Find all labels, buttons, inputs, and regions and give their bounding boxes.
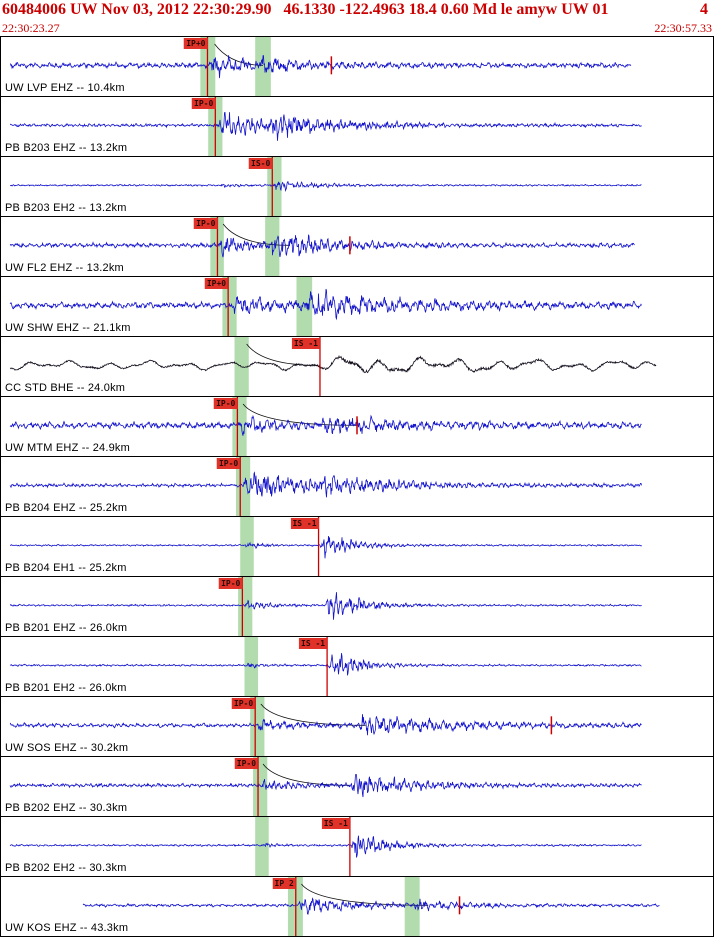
waveform[interactable] — [1, 157, 713, 216]
waveform[interactable] — [1, 817, 713, 876]
trace-panel[interactable]: IP-0 PB B202 EHZ -- 30.3km — [1, 757, 713, 817]
pick-flag[interactable]: IP-0 — [216, 458, 241, 469]
waveform[interactable] — [1, 577, 713, 636]
pick-flag[interactable]: IP-0 — [234, 758, 259, 769]
trace-panel[interactable]: IP+0 UW SHW EHZ -- 21.1km — [1, 277, 713, 337]
trace-label: PB B201 EHZ -- 26.0km — [5, 622, 128, 634]
waveform[interactable] — [1, 877, 713, 936]
trace-label: CC STD BHE -- 24.0km — [5, 382, 126, 394]
trace-panel[interactable]: IS -1 PB B202 EH2 -- 30.3km — [1, 817, 713, 877]
trace-panel[interactable]: IP-0 UW MTM EHZ -- 24.9km — [1, 397, 713, 457]
trace-panel[interactable]: IS -1 PB B204 EH1 -- 25.2km — [1, 517, 713, 577]
page-indicator: 4 — [700, 1, 708, 18]
waveform[interactable] — [1, 517, 713, 576]
window-end-time: 22:30:57.33 — [654, 21, 712, 35]
trace-panel[interactable]: IP 2 UW KOS EHZ -- 43.3km — [1, 877, 713, 937]
waveform[interactable] — [1, 37, 713, 96]
trace-panel[interactable]: IP-0 PB B204 EHZ -- 25.2km — [1, 457, 713, 517]
trace-label: UW LVP EHZ -- 10.4km — [5, 82, 125, 94]
pick-flag[interactable]: IP-0 — [219, 578, 243, 589]
event-summary: 60484006 UW Nov 03, 2012 22:30:29.90 46.… — [2, 1, 609, 18]
trace-label: UW SHW EHZ -- 21.1km — [5, 322, 131, 334]
trace-label: PB B204 EHZ -- 25.2km — [5, 502, 128, 514]
pick-flag[interactable]: IS -1 — [299, 638, 328, 649]
trace-label: PB B203 EHZ -- 13.2km — [5, 142, 128, 154]
waveform[interactable] — [1, 337, 713, 396]
trace-panel[interactable]: IP-0 UW FL2 EHZ -- 13.2km — [1, 217, 713, 277]
pick-flag[interactable]: IP+0 — [204, 278, 229, 289]
trace-label: PB B202 EH2 -- 30.3km — [5, 862, 127, 874]
header: 60484006 UW Nov 03, 2012 22:30:29.90 46.… — [0, 0, 714, 36]
trace-label: PB B203 EH2 -- 13.2km — [5, 202, 127, 214]
trace-label: UW SOS EHZ -- 30.2km — [5, 742, 129, 754]
waveform[interactable] — [1, 757, 713, 816]
trace-panel[interactable]: IP+0 UW LVP EHZ -- 10.4km — [1, 37, 713, 97]
trace-label: UW FL2 EHZ -- 13.2km — [5, 262, 124, 274]
trace-panel[interactable]: IP-0 PB B203 EHZ -- 13.2km — [1, 97, 713, 157]
trace-panel[interactable]: IP-0 PB B201 EHZ -- 26.0km — [1, 577, 713, 637]
pick-flag[interactable]: IS -1 — [321, 818, 350, 829]
trace-panel[interactable]: IS -1 PB B201 EH2 -- 26.0km — [1, 637, 713, 697]
pick-flag[interactable]: IS -1 — [291, 338, 320, 349]
trace-label: UW MTM EHZ -- 24.9km — [5, 442, 130, 454]
waveform[interactable] — [1, 397, 713, 456]
pick-flag[interactable]: IP+0 — [184, 38, 208, 49]
trace-panel[interactable]: IS-0 PB B203 EH2 -- 13.2km — [1, 157, 713, 217]
waveform[interactable] — [1, 97, 713, 156]
trace-panel[interactable]: IS -1 CC STD BHE -- 24.0km — [1, 337, 713, 397]
pick-flag[interactable]: IP-0 — [194, 218, 218, 229]
waveform[interactable] — [1, 277, 713, 336]
trace-label: UW KOS EHZ -- 43.3km — [5, 922, 129, 934]
trace-label: PB B204 EH1 -- 25.2km — [5, 562, 127, 574]
waveform[interactable] — [1, 637, 713, 696]
pick-flag[interactable]: IS-0 — [249, 158, 273, 169]
trace-label: PB B202 EHZ -- 30.3km — [5, 802, 128, 814]
waveform[interactable] — [1, 217, 713, 276]
trace-label: PB B201 EH2 -- 26.0km — [5, 682, 127, 694]
pick-flag[interactable]: IS -1 — [290, 518, 319, 529]
waveform[interactable] — [1, 697, 713, 756]
trace-panel[interactable]: IP-0 UW SOS EHZ -- 30.2km — [1, 697, 713, 757]
trace-list: IP+0 UW LVP EHZ -- 10.4km IP-0 PB B203 E… — [0, 36, 714, 937]
window-start-time: 22:30:23.27 — [2, 21, 60, 35]
waveform[interactable] — [1, 457, 713, 516]
pick-flag[interactable]: IP-0 — [214, 398, 238, 409]
time-axis: 22:30:23.27 22:30:57.33 — [0, 21, 714, 36]
pick-flag[interactable]: IP-0 — [192, 98, 216, 109]
pick-flag[interactable]: IP-0 — [231, 698, 256, 709]
pick-flag[interactable]: IP 2 — [272, 878, 296, 889]
